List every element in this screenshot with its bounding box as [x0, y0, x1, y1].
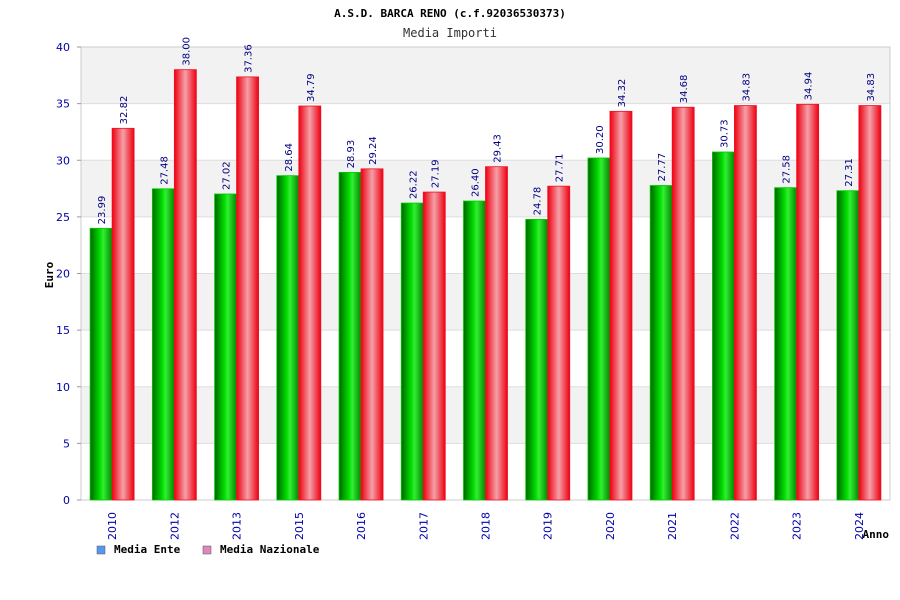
bar-value-label: 27.02 — [222, 161, 233, 190]
x-tick-label: 2019 — [542, 512, 555, 540]
bar-value-labels: 23.99 32.82 27.48 38.00 27.02 37.36 28.64 34.79… — [97, 37, 877, 224]
y-tick-label: 15 — [56, 324, 70, 337]
bar-value-label: 30.20 — [595, 125, 606, 154]
y-tick-label: 0 — [63, 494, 70, 507]
bar-media-ente — [525, 218, 549, 501]
x-tick-label: 2012 — [168, 512, 181, 540]
bar-media-ente — [774, 187, 798, 501]
x-tick-label: 2024 — [853, 512, 866, 540]
bar-value-label: 38.00 — [181, 37, 192, 66]
bar-value-label: 28.64 — [284, 143, 295, 172]
y-tick-label: 35 — [56, 98, 70, 111]
bar-media-ente — [836, 190, 860, 501]
bar-media-ente — [89, 227, 113, 501]
plot-band — [81, 47, 890, 104]
bar-media-nazionale — [609, 110, 633, 501]
y-axis-label: Euro — [43, 261, 56, 288]
bar-value-label: 28.93 — [346, 140, 357, 169]
bar-media-ente — [276, 175, 300, 501]
bar-media-nazionale — [111, 127, 135, 501]
x-tick-label: 2017 — [417, 512, 430, 540]
bar-value-label: 34.79 — [306, 73, 317, 102]
bar-value-label: 34.32 — [617, 79, 628, 108]
bar-value-label: 23.99 — [97, 196, 108, 225]
x-tick-label: 2016 — [355, 512, 368, 540]
y-tick-label: 25 — [56, 211, 70, 224]
bar-value-label: 37.36 — [244, 44, 255, 73]
legend-swatch-ente — [96, 545, 106, 555]
x-tick-label: 2018 — [480, 512, 493, 540]
bar-media-nazionale — [298, 105, 322, 501]
legend-label-ente: Media Ente — [114, 543, 181, 556]
bar-media-ente — [649, 185, 673, 501]
y-tick-label: 30 — [56, 154, 70, 167]
bar-value-label: 29.43 — [493, 134, 504, 163]
bar-media-nazionale — [360, 168, 384, 501]
bar-value-label: 34.83 — [866, 73, 877, 102]
legend-label-nazionale: Media Nazionale — [220, 543, 320, 556]
bar-value-label: 26.22 — [408, 170, 419, 199]
bar-value-label: 34.68 — [679, 75, 690, 104]
bar-media-nazionale — [173, 69, 197, 501]
y-axis-ticks: 0 5 10 15 20 25 30 35 40 — [56, 41, 81, 507]
bar-media-ente — [587, 157, 611, 501]
x-tick-label: 2010 — [106, 512, 119, 540]
x-tick-label: 2021 — [666, 512, 679, 540]
bar-media-nazionale — [734, 105, 757, 501]
bar-value-label: 27.19 — [430, 159, 441, 188]
bar-value-label: 27.71 — [555, 154, 566, 183]
bar-value-label: 29.24 — [368, 136, 379, 165]
bar-media-ente — [338, 171, 362, 501]
bar-value-label: 26.40 — [471, 168, 482, 197]
bar-value-label: 30.73 — [719, 119, 730, 148]
bar-value-label: 24.78 — [533, 187, 544, 216]
bar-media-nazionale — [547, 185, 571, 501]
chart-subtitle: Media Importi — [403, 26, 497, 40]
bar-value-label: 32.82 — [119, 96, 130, 125]
bar-media-ente — [151, 188, 175, 501]
x-tick-label: 2013 — [231, 512, 244, 540]
bar-value-label: 27.77 — [657, 153, 668, 182]
y-tick-label: 20 — [56, 268, 70, 281]
bar-media-ente — [400, 202, 424, 501]
bars — [89, 69, 882, 501]
x-tick-label: 2022 — [728, 512, 741, 540]
y-tick-label: 5 — [63, 437, 70, 450]
x-axis-label: Anno — [863, 528, 890, 541]
bar-value-label: 27.58 — [782, 155, 793, 184]
x-tick-label: 2015 — [293, 512, 306, 540]
bar-media-nazionale — [422, 191, 446, 501]
x-axis-ticks: 2010 2012 2013 2015 2016 2017 2018 2019 2020 2021… — [106, 512, 866, 540]
bar-media-nazionale — [485, 166, 508, 501]
bar-media-nazionale — [796, 103, 820, 501]
x-tick-label: 2020 — [604, 512, 617, 540]
legend-swatch-nazionale — [202, 545, 212, 555]
bar-media-nazionale — [858, 105, 882, 501]
bar-value-label: 34.94 — [804, 72, 815, 101]
y-tick-label: 10 — [56, 381, 70, 394]
bar-value-label: 34.83 — [741, 73, 752, 102]
x-tick-label: 2023 — [791, 512, 804, 540]
chart-title: A.S.D. BARCA RENO (c.f.92036530373) — [334, 7, 566, 20]
bar-value-label: 27.31 — [844, 158, 855, 187]
y-tick-label: 40 — [56, 41, 70, 54]
bar-media-nazionale — [236, 76, 259, 501]
bar-value-label: 27.48 — [159, 156, 170, 185]
bar-media-ente — [214, 193, 237, 501]
legend: Media Ente Media Nazionale — [96, 543, 320, 556]
bar-media-ente — [463, 200, 486, 501]
bar-media-ente — [712, 151, 735, 501]
bar-media-nazionale — [671, 106, 695, 501]
